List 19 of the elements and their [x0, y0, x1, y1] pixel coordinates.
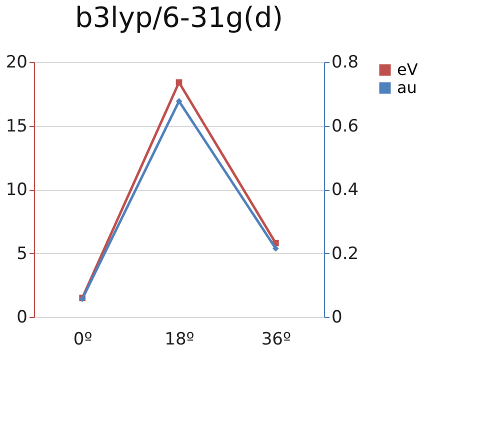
y2-tick-label: 0.4 — [332, 180, 359, 200]
chart-title: b3lyp/6-31g(d) — [74, 1, 284, 34]
y-tick-label: 20 — [6, 52, 28, 72]
point — [272, 245, 279, 252]
legend-label: eV — [397, 60, 418, 79]
point — [176, 98, 182, 104]
x-tick-label: 0º — [73, 330, 92, 350]
y2-tick-label: 0 — [332, 308, 342, 328]
y-tick-label: 5 — [16, 244, 28, 264]
y-tick-label: 15 — [6, 116, 28, 136]
point — [176, 79, 182, 86]
y-tick-label: 10 — [6, 180, 28, 200]
x-tick-label: 18º — [164, 330, 194, 350]
y2-tick-label: 0.6 — [332, 116, 359, 136]
y2-tick-label: 0.2 — [332, 244, 359, 264]
legend-label: au — [397, 78, 417, 97]
x-tick-label: 36º — [261, 330, 291, 350]
y-tick-label: 0 — [16, 308, 28, 328]
y2-tick-label: 0.8 — [332, 52, 359, 72]
